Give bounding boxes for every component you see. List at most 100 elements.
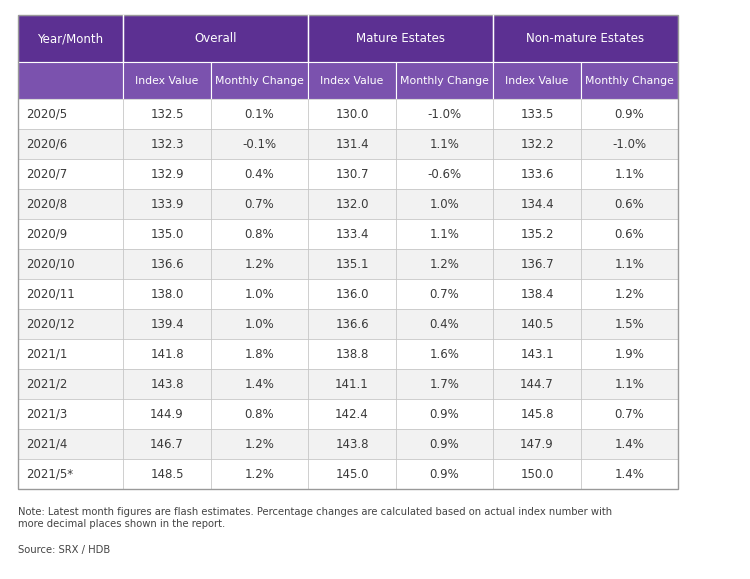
Bar [18,15,123,62]
Bar [396,309,493,339]
Bar [493,249,581,279]
Text: 1.2%: 1.2% [614,288,644,301]
Bar [18,189,123,219]
Bar [308,249,396,279]
Text: 1.6%: 1.6% [430,347,460,361]
Bar [211,99,308,129]
Bar [211,309,308,339]
Bar [493,129,581,159]
Text: 1.4%: 1.4% [614,438,644,450]
Bar [396,189,493,219]
Bar [396,459,493,489]
Bar [581,159,678,189]
Text: 1.4%: 1.4% [244,378,274,390]
Bar [396,339,493,369]
Bar [396,62,493,99]
Bar [123,429,211,459]
Bar [211,429,308,459]
Text: 132.2: 132.2 [520,137,554,151]
Text: 143.8: 143.8 [150,378,184,390]
Text: -0.6%: -0.6% [427,167,461,181]
Bar [396,249,493,279]
Text: 1.2%: 1.2% [244,438,274,450]
Bar [493,99,581,129]
Bar [123,279,211,309]
Bar [18,399,123,429]
Bar [493,429,581,459]
Bar [581,279,678,309]
Text: 144.7: 144.7 [520,378,554,390]
Text: 2020/12: 2020/12 [26,317,75,331]
Bar [396,279,493,309]
Bar [308,279,396,309]
Bar [211,189,308,219]
Bar [308,15,493,62]
Bar [123,459,211,489]
Text: 138.0: 138.0 [150,288,184,301]
Text: Year/Month: Year/Month [38,32,104,45]
Text: Non-mature Estates: Non-mature Estates [526,32,644,45]
Text: 2020/5: 2020/5 [26,108,68,120]
Text: 1.0%: 1.0% [244,288,274,301]
Text: 1.0%: 1.0% [244,317,274,331]
Bar [493,219,581,249]
Text: 2021/5*: 2021/5* [26,467,74,481]
Text: 1.4%: 1.4% [614,467,644,481]
Text: 133.6: 133.6 [520,167,554,181]
Text: 136.6: 136.6 [150,258,184,270]
Bar [18,429,123,459]
Text: -1.0%: -1.0% [427,108,461,120]
Bar [581,459,678,489]
Text: 0.8%: 0.8% [244,408,274,420]
Text: 1.1%: 1.1% [430,137,460,151]
Bar [493,279,581,309]
Bar [18,159,123,189]
Text: 2021/1: 2021/1 [26,347,68,361]
Text: 135.1: 135.1 [335,258,369,270]
Text: -1.0%: -1.0% [613,137,646,151]
Bar [308,99,396,129]
Text: 2020/9: 2020/9 [26,228,68,240]
Text: 132.9: 132.9 [150,167,184,181]
Bar [18,15,678,489]
Bar [18,459,123,489]
Text: 131.4: 131.4 [335,137,369,151]
Text: 136.6: 136.6 [335,317,369,331]
Text: 1.1%: 1.1% [614,167,644,181]
Text: 135.0: 135.0 [150,228,184,240]
Text: 130.7: 130.7 [335,167,369,181]
Text: 0.4%: 0.4% [244,167,274,181]
Text: Monthly Change: Monthly Change [585,75,674,86]
Text: Note: Latest month figures are flash estimates. Percentage changes are calculate: Note: Latest month figures are flash est… [18,507,612,529]
Text: 0.6%: 0.6% [615,197,644,211]
Bar [581,339,678,369]
Text: Overall: Overall [194,32,237,45]
Bar [493,369,581,399]
Text: 1.2%: 1.2% [430,258,460,270]
Bar [18,219,123,249]
Text: 0.9%: 0.9% [430,438,459,450]
Text: 0.9%: 0.9% [615,108,644,120]
Bar [211,279,308,309]
Text: 0.4%: 0.4% [430,317,459,331]
Bar [123,189,211,219]
Text: 132.3: 132.3 [150,137,184,151]
Bar [308,459,396,489]
Bar [123,249,211,279]
Bar [396,129,493,159]
Text: 1.1%: 1.1% [430,228,460,240]
Bar [123,62,211,99]
Text: 0.7%: 0.7% [615,408,644,420]
Text: Index Value: Index Value [506,75,568,86]
Bar [493,62,581,99]
Text: 1.9%: 1.9% [614,347,644,361]
Text: 0.1%: 0.1% [244,108,274,120]
Bar [123,129,211,159]
Bar [123,399,211,429]
Bar [493,339,581,369]
Text: 0.7%: 0.7% [244,197,274,211]
Text: 2020/11: 2020/11 [26,288,75,301]
Bar [396,159,493,189]
Bar [308,189,396,219]
Text: Index Value: Index Value [135,75,199,86]
